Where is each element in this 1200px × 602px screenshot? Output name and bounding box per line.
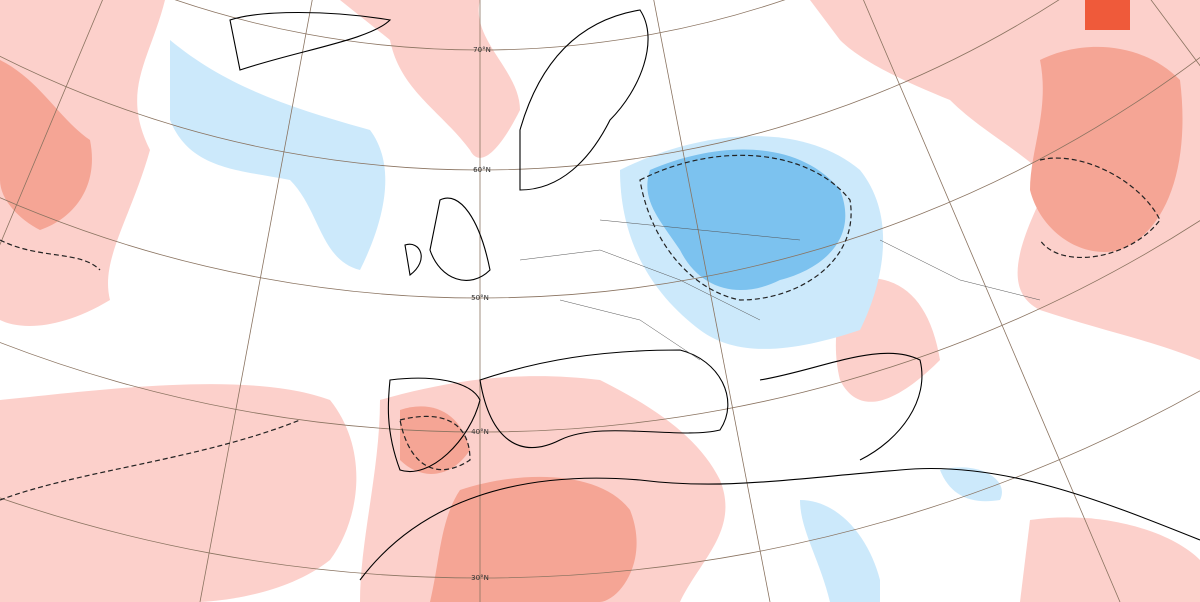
latitude-labels: 70°N 60°N 50°N 40°N 30°N (471, 46, 491, 582)
latitude-label: 50°N (471, 294, 489, 302)
borders (519, 219, 1041, 361)
latitude-label: 60°N (473, 166, 491, 174)
coastlines (229, 9, 1200, 581)
latitude-label: 40°N (471, 428, 489, 436)
contours (0, 154, 1161, 501)
latitude-label: 30°N (471, 574, 489, 582)
latitude-label: 70°N (473, 46, 491, 54)
cold-shading (170, 40, 1002, 602)
